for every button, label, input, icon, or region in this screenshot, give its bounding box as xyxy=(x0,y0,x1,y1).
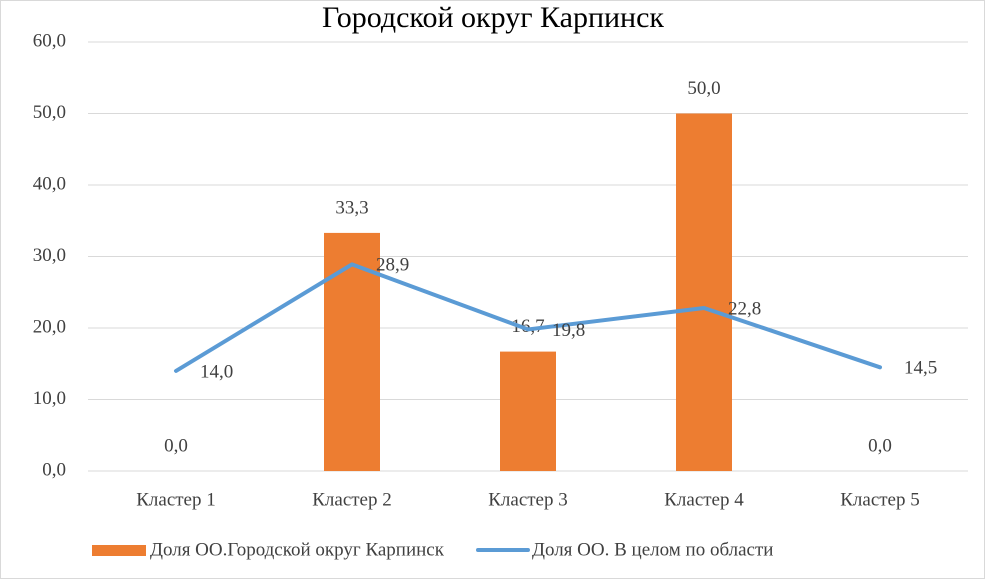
data-label: 16,7 xyxy=(511,316,544,337)
data-label: 22,8 xyxy=(728,298,761,319)
data-label: 0,0 xyxy=(164,435,188,456)
y-tick-label: 50,0 xyxy=(33,102,66,123)
data-label: 33,3 xyxy=(335,197,368,218)
bar xyxy=(676,113,732,471)
y-tick-label: 60,0 xyxy=(33,30,66,51)
line xyxy=(174,262,882,373)
bar xyxy=(324,232,380,471)
data-label: 50,0 xyxy=(687,78,720,99)
y-tick-label: 10,0 xyxy=(33,388,66,409)
legend-swatch xyxy=(92,545,146,556)
data-label: 14,5 xyxy=(904,358,937,379)
x-tick-label: Кластер 5 xyxy=(840,489,920,510)
data-label: 19,8 xyxy=(552,320,585,341)
chart-title: Городской округ Карпинск xyxy=(322,1,664,34)
x-tick-label: Кластер 1 xyxy=(136,489,216,510)
y-tick-label: 20,0 xyxy=(33,316,66,337)
y-tick-label: 0,0 xyxy=(42,459,66,480)
legend-label: Доля ОО. В целом по области xyxy=(532,539,773,560)
x-tick-label: Кластер 4 xyxy=(664,489,744,510)
x-tick-label: Кластер 2 xyxy=(312,489,392,510)
legend-label: Доля ОО.Городской округ Карпинск xyxy=(150,539,445,560)
x-tick-label: Кластер 3 xyxy=(488,489,568,510)
data-label: 0,0 xyxy=(868,435,892,456)
y-tick-label: 30,0 xyxy=(33,245,66,266)
data-label: 14,0 xyxy=(200,361,233,382)
data-label: 28,9 xyxy=(376,255,409,276)
bar xyxy=(500,351,556,471)
y-tick-label: 40,0 xyxy=(33,173,66,194)
